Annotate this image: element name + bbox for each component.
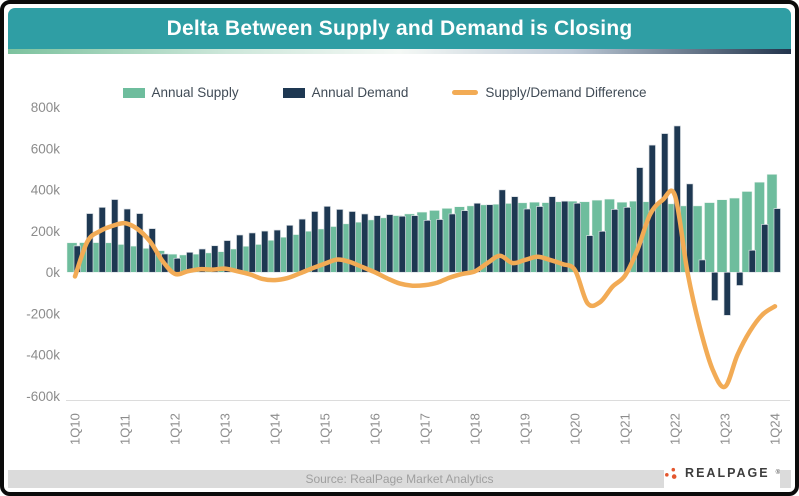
demand-bar <box>211 245 219 273</box>
y-tick-label: 600k <box>31 141 61 156</box>
demand-bar <box>223 240 231 273</box>
x-tick-label: 1Q12 <box>168 413 183 445</box>
x-tick-label: 1Q11 <box>118 414 133 445</box>
legend-swatch-difference <box>452 90 479 95</box>
demand-bar <box>773 208 781 273</box>
x-tick-label: 1Q22 <box>668 413 683 445</box>
demand-bar <box>198 248 206 273</box>
legend-swatch-demand <box>282 87 305 98</box>
demand-bar <box>448 213 456 273</box>
demand-bar <box>586 235 594 273</box>
demand-bar <box>298 218 306 273</box>
demand-bar <box>423 220 431 273</box>
demand-bar <box>473 202 481 273</box>
legend-item-demand: Annual Demand <box>282 85 409 100</box>
y-tick-label: 400k <box>31 183 61 198</box>
demand-bar <box>236 234 244 273</box>
legend-swatch-supply <box>122 87 145 98</box>
demand-bar <box>273 229 281 273</box>
demand-bar <box>636 167 644 273</box>
title-bar: Delta Between Supply and Demand is Closi… <box>8 8 791 49</box>
demand-bar <box>723 271 731 316</box>
demand-bar <box>611 209 619 273</box>
demand-bar <box>486 204 494 273</box>
header-gradient-strip <box>8 49 791 54</box>
demand-bar <box>698 259 706 273</box>
demand-bar <box>711 271 719 301</box>
source-strip: Source: RealPage Market Analytics <box>8 470 791 488</box>
legend-label-supply: Annual Supply <box>151 85 239 100</box>
demand-bar <box>261 230 269 273</box>
demand-bar <box>311 211 319 273</box>
demand-bar <box>511 196 519 273</box>
y-tick-label: -600k <box>26 389 60 404</box>
demand-bar <box>398 215 406 273</box>
y-tick-label: 0k <box>46 265 61 280</box>
y-tick-label: -200k <box>26 306 60 321</box>
page-title: Delta Between Supply and Demand is Closi… <box>166 16 633 40</box>
demand-bar <box>323 205 331 273</box>
legend-item-difference: Supply/Demand Difference <box>452 85 647 100</box>
x-tick-label: 1Q15 <box>318 413 333 445</box>
x-tick-label: 1Q20 <box>568 413 583 445</box>
demand-bar <box>461 210 469 273</box>
demand-bar <box>536 206 544 273</box>
realpage-logo-dots-icon <box>665 467 677 479</box>
x-tick-label: 1Q23 <box>718 413 733 445</box>
y-tick-label: -400k <box>26 348 60 363</box>
realpage-logo: REALPAGE ® <box>664 458 780 488</box>
demand-bar <box>136 213 144 273</box>
supply-bar <box>729 197 740 273</box>
x-tick-label: 1Q19 <box>518 413 533 445</box>
demand-bar <box>498 189 506 273</box>
realpage-logo-text: REALPAGE <box>685 466 770 480</box>
demand-bar <box>598 230 606 273</box>
x-tick-label: 1Q18 <box>468 413 483 445</box>
supply-bar <box>716 199 728 273</box>
demand-bar <box>386 214 394 273</box>
y-tick-label: 800k <box>31 100 61 115</box>
demand-bar <box>761 224 769 273</box>
x-tick-label: 1Q17 <box>418 413 433 445</box>
legend-label-demand: Annual Demand <box>311 85 409 100</box>
y-tick-label: 200k <box>31 224 61 239</box>
demand-bar <box>523 208 531 273</box>
demand-bar <box>411 215 419 273</box>
demand-bar <box>561 200 569 273</box>
demand-bar <box>173 257 181 273</box>
demand-bar <box>736 271 744 286</box>
x-tick-label: 1Q10 <box>68 413 83 445</box>
chart-legend: Annual Supply Annual Demand Supply/Deman… <box>34 85 735 100</box>
x-tick-label: 1Q14 <box>268 413 283 445</box>
legend-label-difference: Supply/Demand Difference <box>485 85 647 100</box>
x-tick-label: 1Q16 <box>368 413 383 445</box>
supply-bar <box>741 191 753 273</box>
demand-bar <box>286 224 294 273</box>
supply-bar <box>704 202 715 273</box>
demand-bar <box>111 199 119 273</box>
demand-bar <box>373 215 381 273</box>
difference-line <box>72 188 778 390</box>
demand-bar <box>748 249 756 273</box>
legend-item-supply: Annual Supply <box>122 85 239 100</box>
x-tick-label: 1Q24 <box>768 413 783 445</box>
demand-bar <box>248 232 256 273</box>
demand-bar <box>548 196 556 273</box>
demand-bar <box>348 211 356 273</box>
demand-bar <box>98 207 106 273</box>
demand-bar <box>436 219 444 273</box>
demand-bar <box>361 213 369 273</box>
source-text: Source: RealPage Market Analytics <box>305 472 494 486</box>
chart-canvas: 800k 600k 400k 200k 0k -200k -400k -600k 1Q10 1Q1… <box>26 100 790 445</box>
demand-bar <box>573 202 581 273</box>
demand-bar <box>123 208 131 273</box>
x-tick-label: 1Q13 <box>218 413 233 445</box>
x-tick-label: 1Q21 <box>618 413 633 445</box>
realpage-logo-reg: ® <box>775 470 780 476</box>
demand-bar <box>336 209 344 273</box>
